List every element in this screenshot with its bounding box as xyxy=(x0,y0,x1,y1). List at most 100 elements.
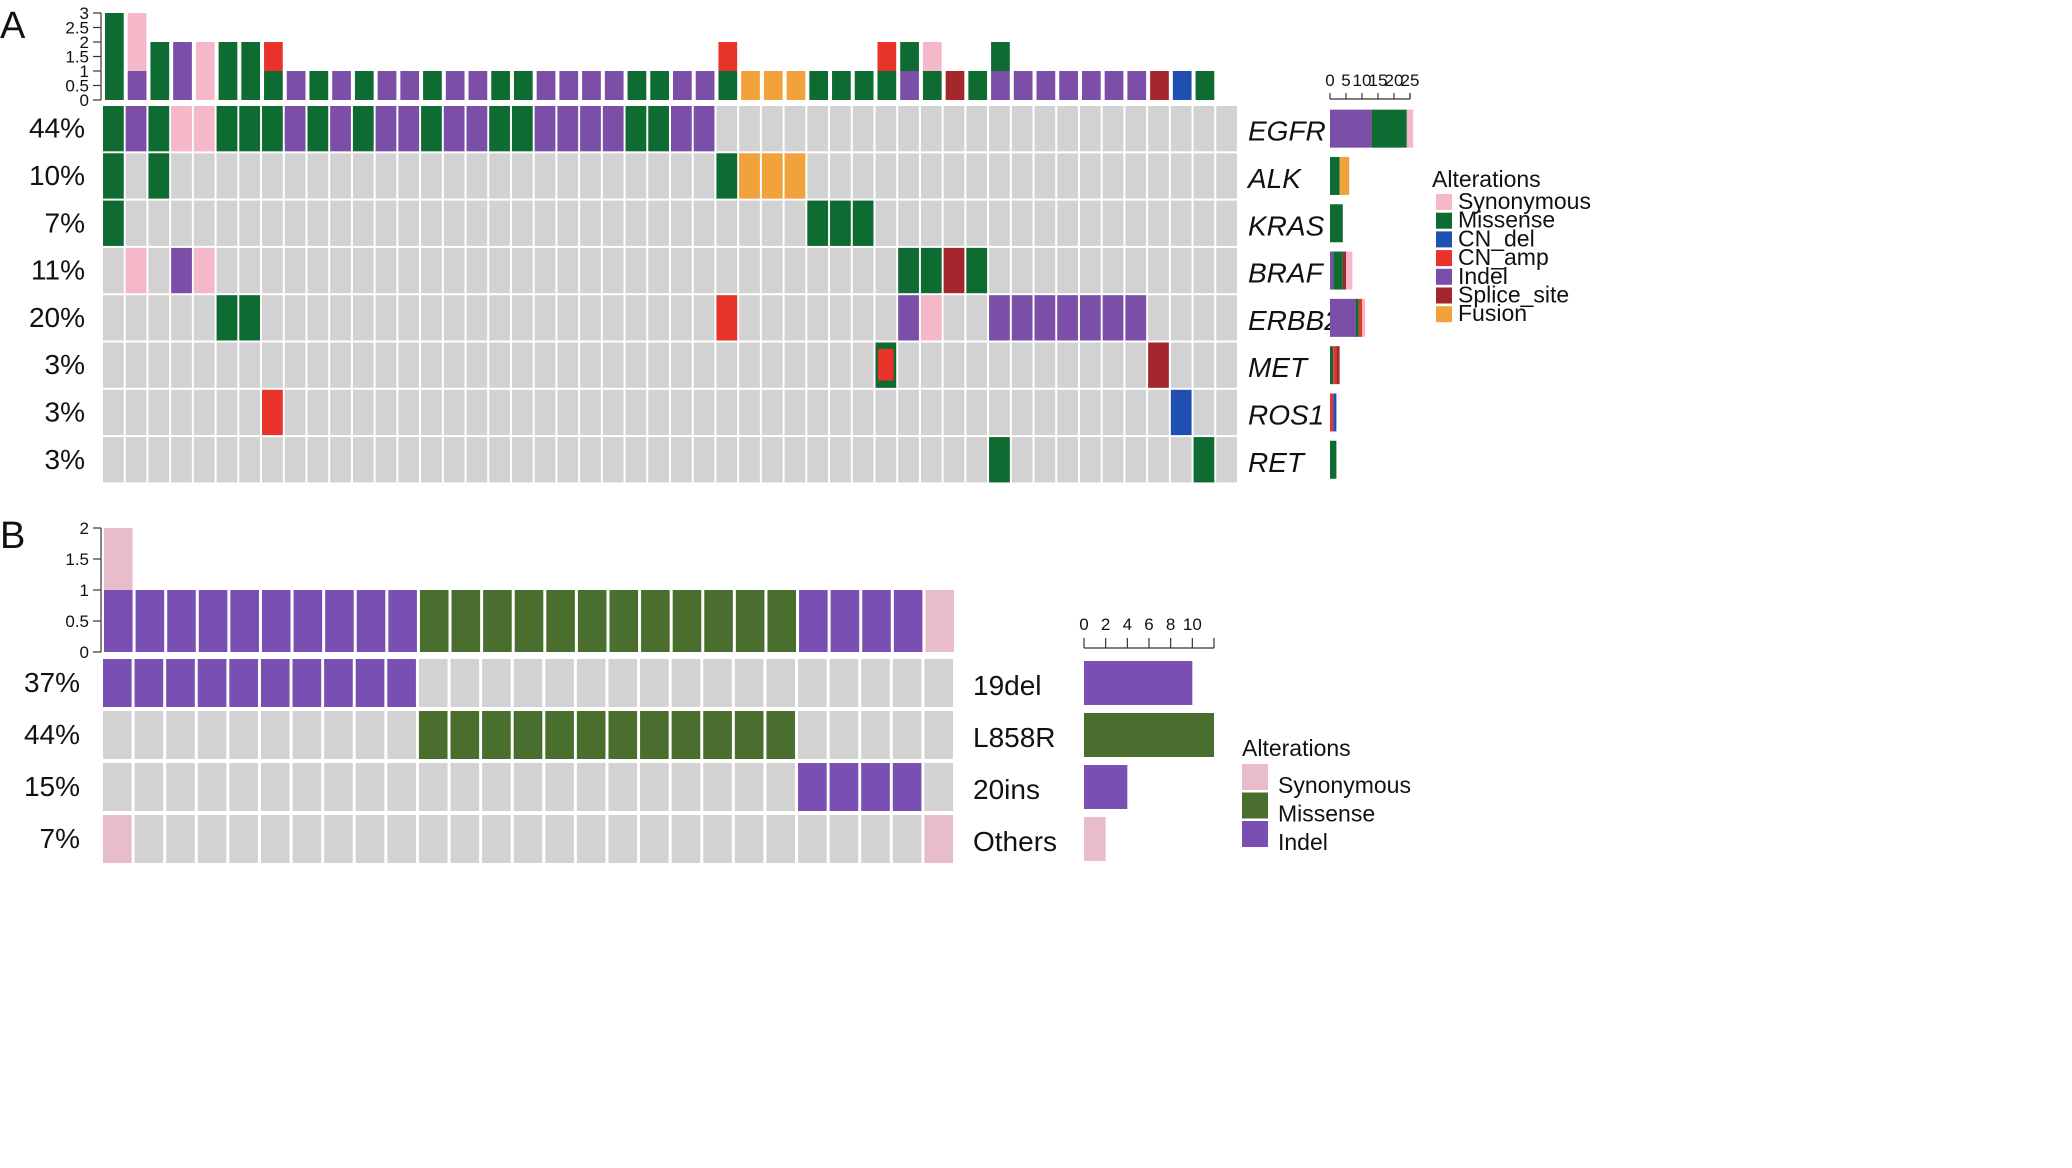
grid-cell xyxy=(852,153,874,199)
grid-cell xyxy=(807,437,829,483)
alteration-cell xyxy=(766,711,796,759)
grid-cell xyxy=(239,437,261,483)
alteration-cell xyxy=(193,247,215,294)
grid-cell xyxy=(648,437,669,483)
grid-cell xyxy=(443,247,465,294)
grid-cell xyxy=(739,247,760,294)
grid-cell xyxy=(875,437,897,483)
grid-cell xyxy=(625,295,647,341)
alteration-cell xyxy=(216,106,238,152)
grid-cell xyxy=(1148,437,1169,483)
grid-cell xyxy=(443,389,465,436)
count-bar-segment xyxy=(1084,817,1106,861)
grid-cell xyxy=(193,153,215,199)
legend-title: Alterations xyxy=(1432,166,1541,192)
grid-cell xyxy=(197,711,227,759)
alteration-cell xyxy=(1125,295,1147,341)
grid-cell xyxy=(966,342,988,388)
top-bar-segment xyxy=(1127,71,1147,100)
grid-cell xyxy=(1034,342,1056,388)
grid-cell xyxy=(324,763,353,811)
grid-cell xyxy=(625,437,647,483)
grid-cell xyxy=(943,153,965,199)
grid-cell xyxy=(875,106,897,152)
grid-cell xyxy=(1125,247,1147,294)
grid-cell xyxy=(443,200,465,246)
grid-cell xyxy=(1216,342,1237,388)
alteration-cell xyxy=(798,763,827,811)
grid-cell xyxy=(557,247,579,294)
grid-cell xyxy=(1125,342,1147,388)
grid-cell xyxy=(852,247,874,294)
grid-cell xyxy=(898,200,919,246)
grid-cell xyxy=(1034,437,1056,483)
gene-name-label: KRAS xyxy=(1248,210,1325,241)
top-bar-segment xyxy=(451,590,481,652)
top-bar-segment xyxy=(786,71,806,100)
grid-cell xyxy=(1193,389,1215,436)
alteration-cell xyxy=(262,106,283,152)
count-x-tick-label: 6 xyxy=(1144,615,1153,634)
grid-cell xyxy=(602,295,624,341)
grid-cell xyxy=(1170,153,1192,199)
grid-cell xyxy=(580,342,601,388)
alteration-cell xyxy=(355,659,385,707)
grid-cell xyxy=(355,763,385,811)
grid-cell xyxy=(103,711,132,759)
legend-title: Alterations xyxy=(1242,735,1351,761)
grid-cell xyxy=(307,342,329,388)
grid-cell xyxy=(489,295,510,341)
grid-cell xyxy=(807,153,829,199)
count-bar-segment xyxy=(1330,109,1372,148)
grid-cell xyxy=(262,153,283,199)
top-bar-segment xyxy=(198,590,228,652)
grid-cell xyxy=(1170,342,1192,388)
grid-cell xyxy=(148,342,170,388)
grid-cell xyxy=(1216,437,1237,483)
count-bar-segment xyxy=(1330,298,1356,337)
grid-cell xyxy=(671,815,701,863)
grid-cell xyxy=(239,342,261,388)
gene-name-label: ALK xyxy=(1246,163,1302,194)
top-bar-segment xyxy=(491,71,510,100)
gene-percent-label: 44% xyxy=(29,113,85,144)
top-bar-segment xyxy=(1013,71,1033,100)
alteration-cell xyxy=(989,295,1010,341)
grid-cell xyxy=(229,815,258,863)
alteration-cell xyxy=(703,711,732,759)
gene-name-label: Others xyxy=(973,826,1057,857)
top-bar-segment xyxy=(695,71,715,100)
grid-cell xyxy=(216,389,238,436)
grid-cell xyxy=(920,153,942,199)
grid-cell xyxy=(703,815,732,863)
grid-cell xyxy=(966,389,988,436)
grid-cell xyxy=(807,247,829,294)
alteration-cell xyxy=(761,153,783,199)
top-bar-segment xyxy=(1150,71,1169,100)
grid-cell xyxy=(307,389,329,436)
grid-cell xyxy=(557,389,579,436)
grid-cell xyxy=(421,200,442,246)
grid-cell xyxy=(766,659,796,707)
grid-cell xyxy=(443,437,465,483)
grid-cell xyxy=(352,389,374,436)
count-x-tick-label: 2 xyxy=(1101,615,1110,634)
grid-cell xyxy=(671,342,692,388)
grid-cell xyxy=(693,295,715,341)
grid-cell xyxy=(1170,200,1192,246)
grid-cell xyxy=(421,342,442,388)
grid-cell xyxy=(260,815,290,863)
grid-cell xyxy=(924,711,953,759)
grid-cell xyxy=(784,342,806,388)
alteration-cell xyxy=(966,247,988,294)
grid-cell xyxy=(307,295,329,341)
grid-cell xyxy=(966,200,988,246)
alteration-cell xyxy=(125,247,147,294)
grid-cell xyxy=(125,342,147,388)
grid-cell xyxy=(125,200,147,246)
alteration-cell xyxy=(580,106,601,152)
grid-cell xyxy=(216,153,238,199)
grid-cell xyxy=(625,342,647,388)
grid-cell xyxy=(229,711,258,759)
grid-cell xyxy=(1057,247,1078,294)
